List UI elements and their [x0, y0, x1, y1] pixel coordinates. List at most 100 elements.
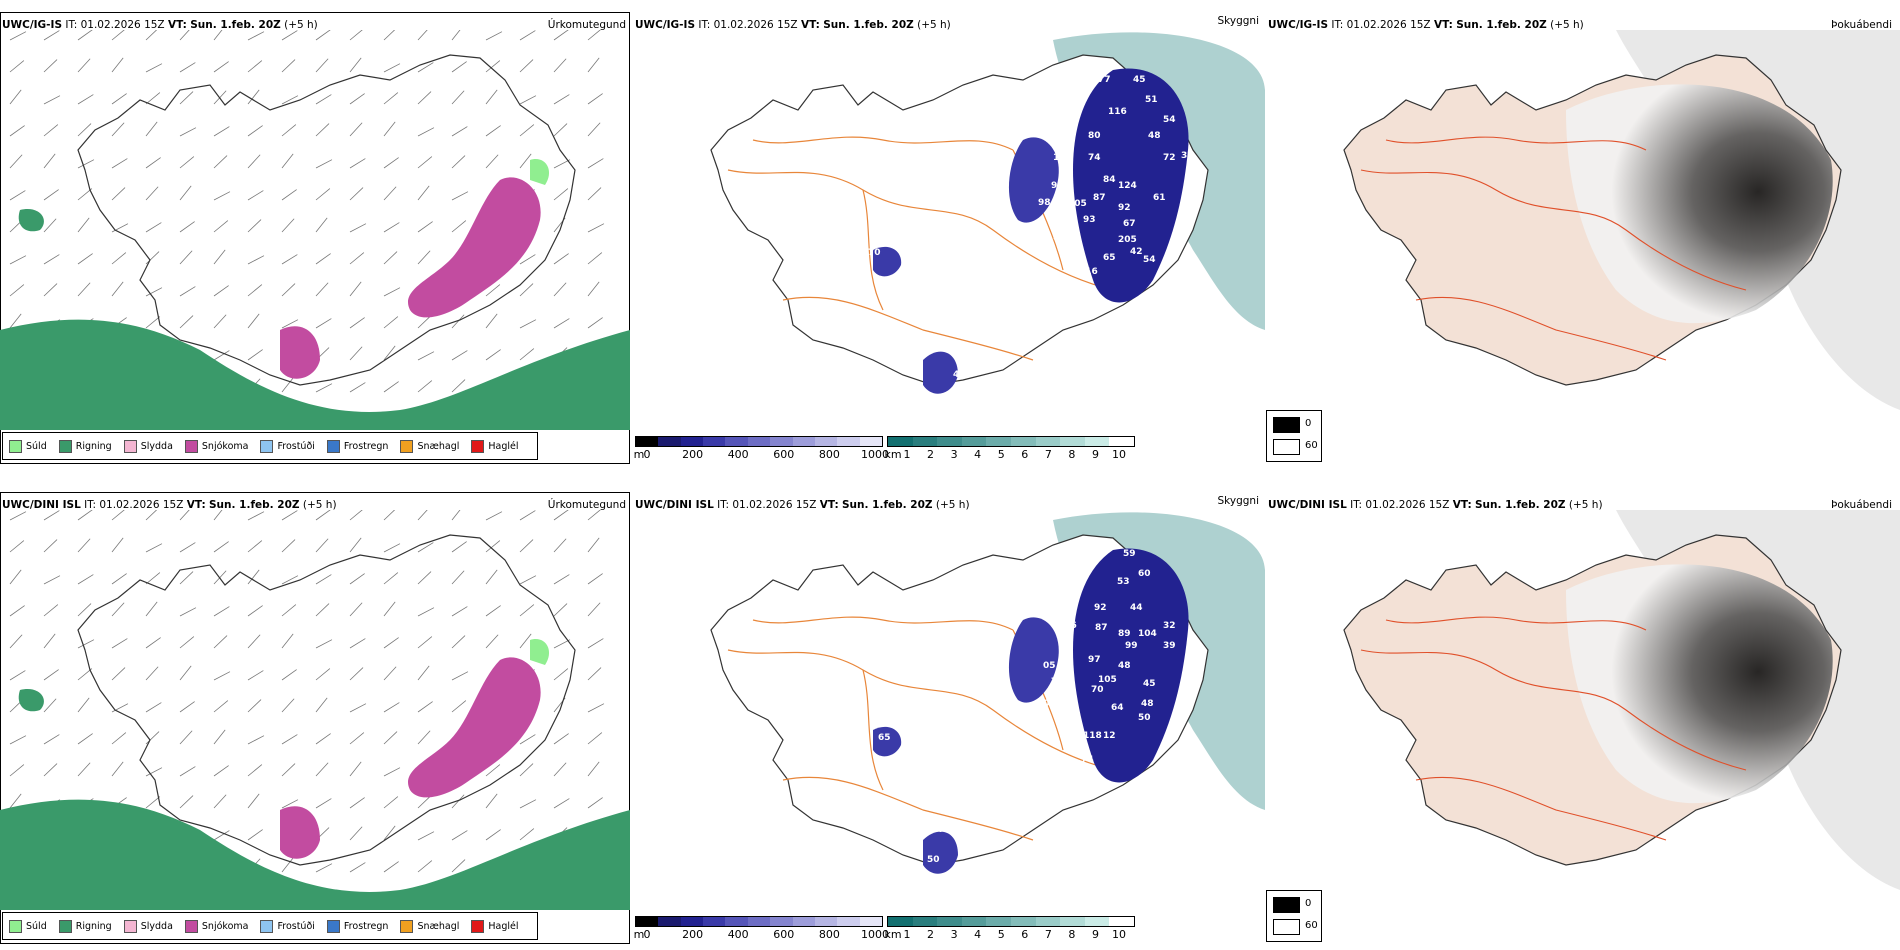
- wind-barb: [519, 604, 535, 617]
- legend-label: Slydda: [140, 920, 173, 932]
- wind-barb: [315, 94, 332, 105]
- wind-barb: [553, 58, 567, 73]
- lead-time: (+5 h): [284, 19, 318, 31]
- visibility-colorbar-ramp: [887, 436, 1135, 447]
- wind-barb: [9, 60, 25, 73]
- colorbar-tick: 8: [1068, 928, 1076, 941]
- wind-barb: [213, 249, 226, 265]
- legend-swatch: [123, 439, 137, 453]
- wind-barb: [553, 733, 569, 745]
- wind-barb: [417, 542, 434, 553]
- wind-barb: [485, 284, 501, 297]
- wind-barb: [111, 158, 128, 169]
- ceiling-value-label: 89: [1118, 629, 1131, 639]
- ceiling-value-label: 124: [1118, 181, 1137, 191]
- colorbar-segment: [888, 917, 913, 926]
- legend-label: Rigning: [75, 920, 112, 932]
- ceiling-value-label: 78: [878, 233, 891, 243]
- wind-barb: [451, 30, 461, 41]
- colorbar-segment: [792, 437, 815, 446]
- colorbar-tick: 7: [1044, 928, 1052, 941]
- colorbar-segment: [770, 437, 793, 446]
- ceiling-value-label: 93: [1083, 215, 1096, 225]
- panel-header: UWC/IG-IS IT: 01.02.2026 15Z VT: Sun. 1.…: [1268, 19, 1584, 31]
- wind-barb: [451, 350, 468, 361]
- wind-barb: [349, 573, 365, 585]
- wind-barb: [247, 793, 260, 809]
- precip-areas: [0, 639, 630, 910]
- colorbar-tick: 3: [950, 448, 958, 461]
- wind-barb: [349, 862, 366, 873]
- colorbar-tick: 10: [1112, 928, 1126, 941]
- wind-barb: [247, 313, 260, 329]
- legend-item: Frostúði: [260, 919, 315, 933]
- wind-barb: [383, 666, 397, 681]
- wind-barb: [179, 542, 196, 553]
- wind-barb: [417, 315, 432, 329]
- wind-barb: [111, 761, 124, 777]
- visibility-colorbar-ramp: [887, 916, 1135, 927]
- wind-barb: [111, 93, 127, 105]
- wind-barb: [417, 607, 435, 617]
- wind-barb: [383, 702, 400, 713]
- colorbar-segment: [912, 917, 938, 926]
- colorbar-tick: 7: [1044, 448, 1052, 461]
- wind-barb: [281, 124, 297, 137]
- wind-barb: [247, 219, 262, 233]
- iceland-outline: [77, 54, 576, 386]
- wind-barb: [145, 222, 162, 233]
- legend-label: Snjókoma: [201, 440, 249, 452]
- wind-barb: [247, 89, 260, 105]
- colorbar-tick: 9: [1091, 928, 1099, 941]
- wind-barb: [111, 281, 124, 297]
- wind-barb: [383, 251, 398, 265]
- wind-barb: [485, 349, 501, 361]
- vt-value: Sun. 1.feb. 20Z: [842, 499, 933, 511]
- wind-barb: [9, 284, 25, 297]
- ceiling-value-label: 75: [1011, 777, 1024, 787]
- fog-legend-swatch-1: [1273, 919, 1300, 935]
- visibility-title: Skyggni: [1217, 495, 1260, 507]
- wind-barb: [247, 31, 265, 41]
- colorbar-segment: [937, 437, 962, 446]
- it-label: IT:: [84, 499, 97, 511]
- wind-barb: [451, 794, 465, 809]
- colorbar-tick: 6: [1021, 928, 1029, 941]
- wind-barb: [417, 30, 428, 41]
- wind-barb: [43, 283, 58, 297]
- ceiling-value-label: 41: [1193, 173, 1206, 183]
- colorbar-tick: 400: [727, 448, 749, 461]
- wind-barb: [247, 764, 263, 777]
- wind-barb: [349, 252, 365, 265]
- wind-barb: [145, 543, 163, 553]
- wind-barb: [383, 121, 396, 137]
- wind-barb: [383, 510, 396, 521]
- wind-barb: [417, 510, 428, 521]
- wind-barb: [315, 282, 329, 297]
- wind-barb: [179, 156, 195, 169]
- wind-barb: [213, 314, 227, 329]
- colorbar-tick: 5: [997, 448, 1005, 461]
- visibility-panel: UWC/DINI ISL IT: 01.02.2026 15Z VT: Sun.…: [633, 480, 1265, 950]
- wind-barb: [179, 62, 196, 73]
- colorbar-tick: 600: [773, 448, 795, 461]
- wind-barb: [247, 511, 265, 521]
- wind-barb: [77, 30, 93, 41]
- ceiling-value-label: 48: [1141, 699, 1154, 709]
- wind-barb: [485, 540, 501, 553]
- wind-barb: [77, 762, 91, 777]
- vt-value: Sun. 1.feb. 20Z: [823, 19, 914, 31]
- legend-swatch: [400, 919, 414, 933]
- wind-barb: [315, 253, 331, 265]
- wind-barb: [485, 569, 498, 585]
- ceiling-value-label: 65: [878, 733, 891, 743]
- wind-barb: [213, 30, 223, 41]
- lead-time: (+5 h): [302, 499, 337, 511]
- colorbar-tick: 2: [927, 928, 935, 941]
- colorbar-segment: [859, 437, 882, 446]
- legend-item: Súld: [9, 919, 47, 933]
- wind-barb: [247, 735, 265, 745]
- wind-barb: [43, 669, 59, 681]
- wind-barb: [281, 734, 298, 745]
- colorbar-segment: [961, 437, 987, 446]
